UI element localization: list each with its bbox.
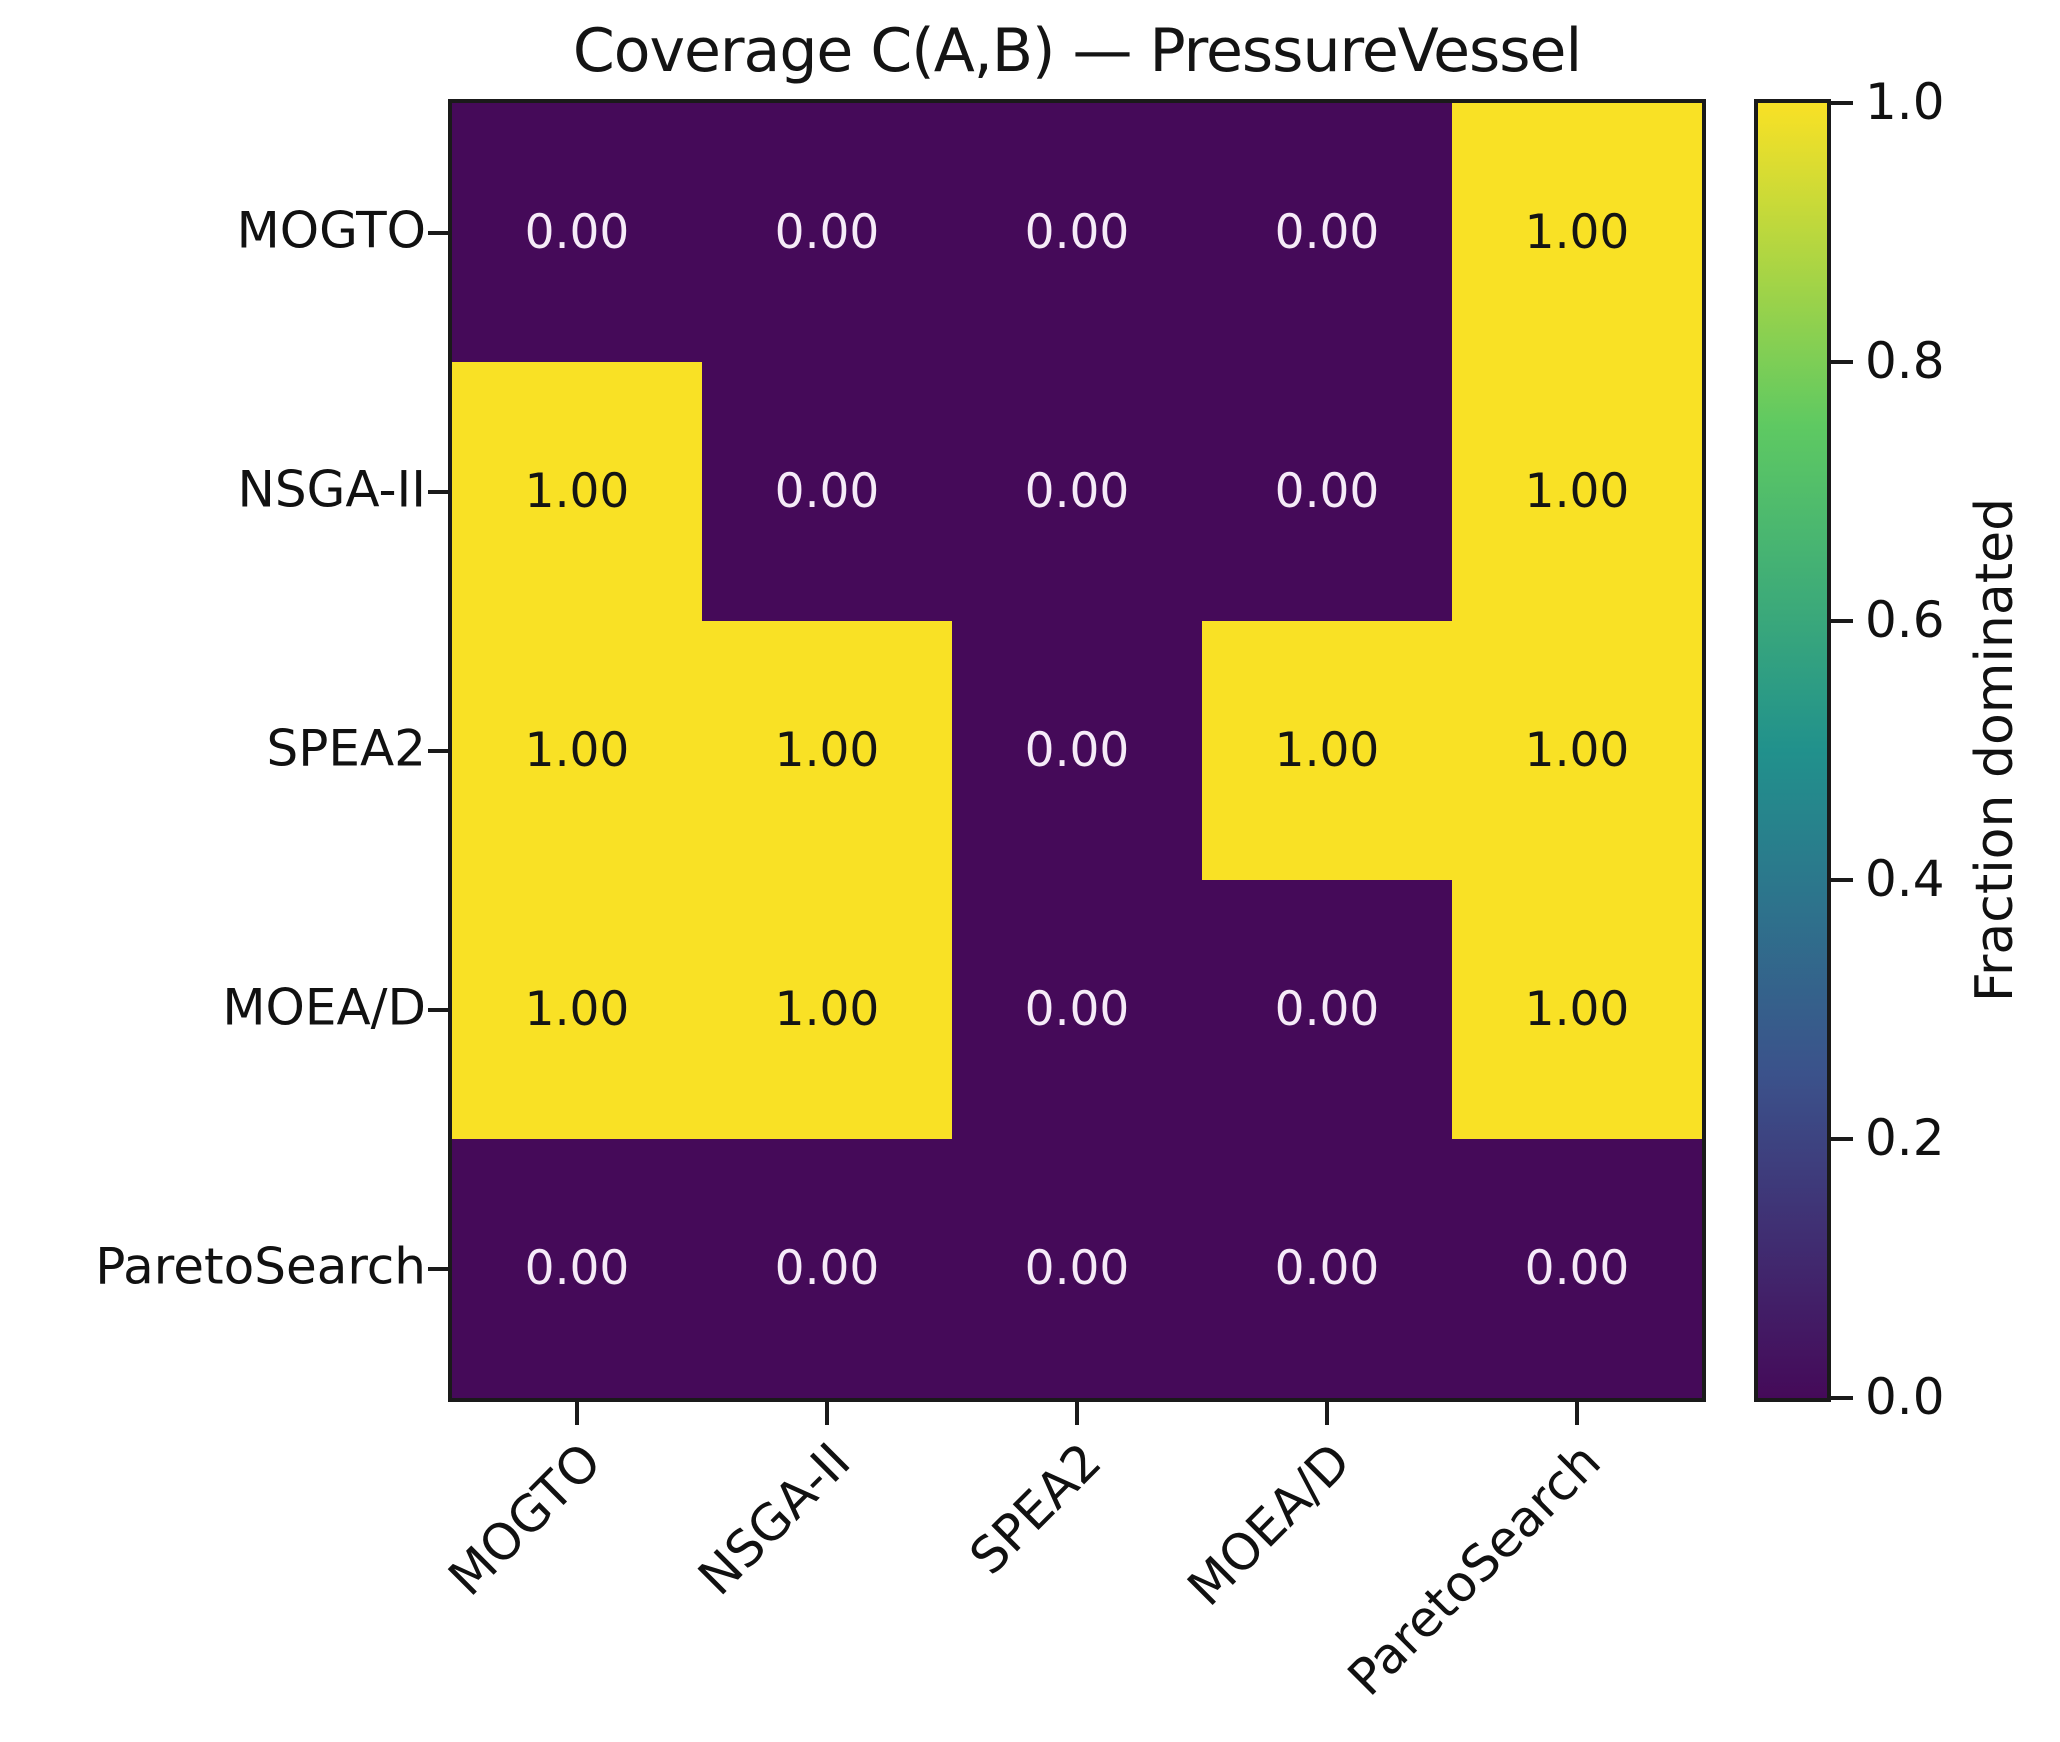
heatmap-grid: 0.00 0.00 0.00 0.00 1.00 1.00 0.00 0.00 0.00 1.00…: [448, 99, 1706, 1402]
chart-title: Coverage C(A,B) — PressureVessel: [572, 16, 1582, 86]
x-tick-mark: [1575, 1402, 1579, 1425]
heatmap-cell: 0.00: [952, 362, 1202, 621]
heatmap-cell: 1.00: [452, 621, 702, 880]
colorbar-tick-label: 0.8: [1865, 331, 1945, 390]
x-axis-label: NSGA-II: [687, 1432, 863, 1607]
colorbar-tick-label: 0.2: [1865, 1108, 1945, 1167]
x-axis-label: ParetoSearch: [1337, 1432, 1613, 1707]
heatmap-cell: 0.00: [452, 103, 702, 362]
colorbar-tick-label: 0.4: [1865, 849, 1945, 908]
y-axis-label: MOEA/D: [222, 978, 426, 1037]
heatmap-cell: 0.00: [952, 621, 1202, 880]
y-tick-mark: [428, 489, 452, 494]
heatmap-cell: 0.00: [702, 362, 952, 621]
colorbar-tick-mark: [1831, 619, 1853, 623]
heatmap-cell: 1.00: [1452, 362, 1702, 621]
colorbar-axis-label: Fraction dominated: [1965, 497, 2025, 1003]
heatmap-cell: 1.00: [1452, 621, 1702, 880]
heatmap-cell: 1.00: [1452, 103, 1702, 362]
y-axis-label: MOGTO: [236, 201, 426, 260]
heatmap-cell: 1.00: [1202, 621, 1452, 880]
heatmap-cell: 0.00: [952, 880, 1202, 1139]
heatmap-cell: 0.00: [1202, 103, 1452, 362]
heatmap-cell: 0.00: [702, 103, 952, 362]
colorbar-tick-label: 0.6: [1865, 590, 1945, 649]
y-tick-mark: [428, 230, 452, 235]
heatmap-cell: 1.00: [452, 880, 702, 1139]
heatmap-cell: 0.00: [1202, 1139, 1452, 1398]
colorbar-tick-mark: [1831, 101, 1853, 105]
x-axis-label: SPEA2: [958, 1432, 1113, 1586]
colorbar-tick-mark: [1831, 1137, 1853, 1141]
heatmap-cell: 0.00: [952, 103, 1202, 362]
heatmap-cell: 1.00: [702, 621, 952, 880]
y-axis-label: SPEA2: [266, 719, 427, 778]
y-tick-mark: [428, 1266, 452, 1271]
colorbar-tick-label: 0.0: [1865, 1367, 1945, 1426]
colorbar-tick-label: 1.0: [1865, 72, 1945, 131]
x-axis-label: MOEA/D: [1177, 1432, 1363, 1618]
heatmap-cell: 0.00: [1202, 880, 1452, 1139]
heatmap-cell: 1.00: [452, 362, 702, 621]
heatmap-cell: 0.00: [702, 1139, 952, 1398]
x-tick-mark: [825, 1402, 829, 1425]
colorbar-tick-mark: [1831, 878, 1853, 882]
heatmap-cell: 0.00: [952, 1139, 1202, 1398]
x-tick-mark: [1325, 1402, 1329, 1425]
x-tick-mark: [1075, 1402, 1079, 1425]
x-tick-mark: [575, 1402, 579, 1425]
colorbar: [1754, 99, 1831, 1402]
y-axis-label: ParetoSearch: [95, 1237, 426, 1296]
heatmap-cell: 0.00: [452, 1139, 702, 1398]
heatmap-cell: 1.00: [702, 880, 952, 1139]
y-tick-mark: [428, 748, 452, 753]
y-axis-label: NSGA-II: [237, 460, 426, 519]
colorbar-tick-mark: [1831, 1396, 1853, 1400]
x-axis-label: MOGTO: [437, 1432, 613, 1607]
heatmap-cell: 1.00: [1452, 880, 1702, 1139]
heatmap-cell: 0.00: [1452, 1139, 1702, 1398]
heatmap-cell: 0.00: [1202, 362, 1452, 621]
colorbar-tick-mark: [1831, 360, 1853, 364]
y-tick-mark: [428, 1007, 452, 1012]
